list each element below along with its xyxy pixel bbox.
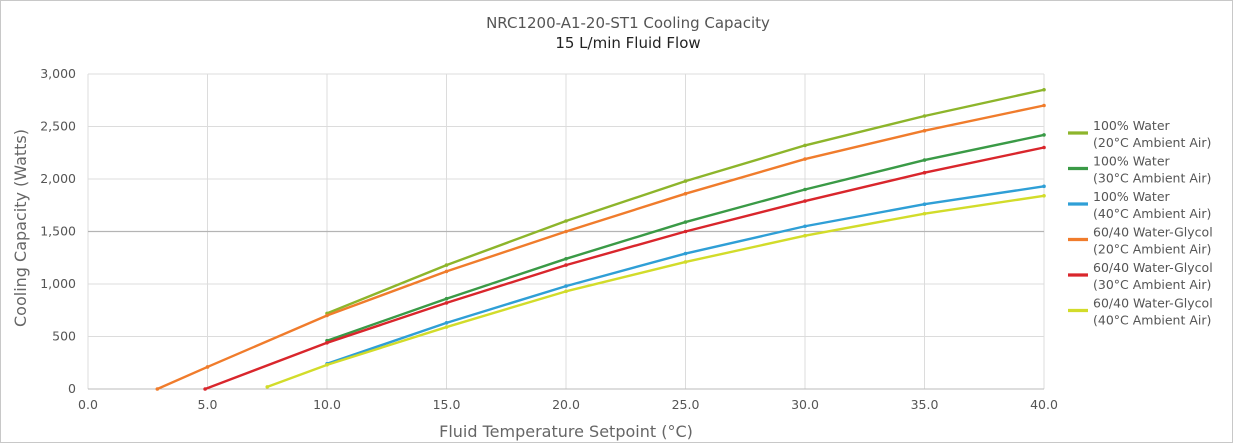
legend-label-line1: 60/40 Water-Glycol: [1093, 225, 1213, 240]
data-point: [803, 187, 807, 192]
y-tick-label: 2,500: [40, 119, 76, 134]
data-point: [444, 321, 449, 325]
data-point: [922, 211, 927, 216]
data-point: [564, 263, 568, 267]
data-point: [683, 191, 688, 196]
x-tick-label: 5.0: [198, 397, 218, 412]
x-tick-label: 20.0: [552, 397, 580, 412]
legend-item: 60/40 Water-Glycol (30°C Ambient Air): [1068, 260, 1213, 292]
data-point: [683, 260, 688, 264]
legend-item: 100% Water (30°C Ambient Air): [1068, 154, 1211, 186]
data-point: [203, 387, 207, 391]
x-axis-ticks: 0.0 5.0 10.0 15.0 20.0 25.0 30.0 35.0 40.0: [78, 397, 1058, 412]
y-axis-label: Cooling Capacity (Watts): [11, 129, 30, 327]
legend-item: 100% Water (40°C Ambient Air): [1068, 189, 1211, 221]
data-point: [683, 229, 688, 234]
data-point: [803, 233, 807, 238]
data-point: [564, 289, 568, 294]
series-2: [325, 133, 1046, 343]
series-line: [266, 194, 1046, 389]
data-point: [1042, 103, 1046, 108]
x-tick-label: 25.0: [672, 397, 700, 412]
data-point: [444, 263, 449, 267]
y-tick-label: 1,500: [40, 224, 76, 239]
legend-label-line2: (40°C Ambient Air): [1093, 206, 1211, 221]
x-tick-label: 40.0: [1030, 397, 1058, 412]
legend-label-line2: (40°C Ambient Air): [1093, 313, 1211, 328]
x-tick-label: 10.0: [313, 397, 341, 412]
data-point: [803, 157, 807, 161]
data-point: [922, 202, 927, 206]
chart-title: NRC1200-A1-20-ST1 Cooling Capacity: [486, 14, 770, 32]
data-point: [1042, 194, 1046, 198]
legend-label-line1: 60/40 Water-Glycol: [1093, 260, 1213, 275]
data-point: [444, 269, 449, 274]
y-tick-label: 2,000: [40, 171, 76, 186]
data-point: [803, 199, 807, 203]
legend-item: 60/40 Water-Glycol (20°C Ambient Air): [1068, 225, 1213, 257]
legend-label-line1: 60/40 Water-Glycol: [1093, 296, 1213, 311]
legend-item: 100% Water (20°C Ambient Air): [1068, 118, 1211, 150]
data-point: [803, 224, 807, 229]
data-point: [564, 257, 568, 261]
x-tick-label: 15.0: [433, 397, 461, 412]
data-point: [922, 114, 927, 118]
data-point: [325, 363, 329, 367]
data-point: [1042, 145, 1046, 150]
data-point: [564, 229, 568, 234]
data-point: [1042, 133, 1046, 137]
series-3: [325, 184, 1046, 366]
y-tick-label: 500: [52, 329, 76, 344]
x-tick-label: 30.0: [791, 397, 819, 412]
x-tick-label: 0.0: [78, 397, 98, 412]
grid-lines: [87, 73, 1045, 390]
data-point: [325, 313, 329, 318]
data-point: [564, 219, 568, 223]
legend-label-line2: (20°C Ambient Air): [1093, 135, 1211, 150]
legend-item: 60/40 Water-Glycol (40°C Ambient Air): [1068, 296, 1213, 328]
y-axis-ticks: 0 500 1,000 1,500 2,000 2,500 3,000: [40, 66, 76, 396]
legend: 100% Water (20°C Ambient Air) 100% Water (3…: [1068, 118, 1213, 328]
data-point: [803, 143, 807, 148]
series-6: [265, 194, 1046, 389]
data-point: [325, 341, 329, 345]
series-5: [203, 145, 1046, 391]
data-point: [444, 296, 449, 301]
data-point: [922, 170, 927, 175]
series-1: [325, 87, 1046, 316]
data-point: [922, 128, 927, 133]
chart-subtitle: 15 L/min Fluid Flow: [555, 34, 700, 52]
data-point: [1042, 87, 1046, 92]
data-point: [683, 251, 688, 256]
data-point: [444, 325, 449, 329]
x-tick-label: 35.0: [911, 397, 939, 412]
y-tick-label: 3,000: [40, 66, 76, 81]
series-line: [203, 146, 1046, 391]
y-tick-label: 0: [68, 381, 76, 396]
data-point: [922, 158, 927, 162]
data-point: [155, 387, 160, 391]
legend-label-line2: (30°C Ambient Air): [1093, 277, 1211, 292]
x-axis-label: Fluid Temperature Setpoint (°C): [439, 422, 693, 441]
data-point: [1042, 184, 1046, 189]
data-point: [683, 179, 688, 183]
legend-label-line2: (20°C Ambient Air): [1093, 242, 1211, 257]
data-point: [205, 365, 210, 369]
legend-label-line2: (30°C Ambient Air): [1093, 171, 1211, 186]
data-point: [265, 385, 270, 389]
data-point: [683, 220, 688, 224]
y-tick-label: 1,000: [40, 276, 76, 291]
legend-label-line1: 100% Water: [1093, 118, 1171, 133]
legend-label-line1: 100% Water: [1093, 189, 1171, 204]
series-lines: [155, 87, 1046, 391]
data-point: [564, 284, 568, 288]
data-point: [444, 301, 449, 305]
series-4: [155, 103, 1046, 391]
legend-label-line1: 100% Water: [1093, 154, 1171, 169]
